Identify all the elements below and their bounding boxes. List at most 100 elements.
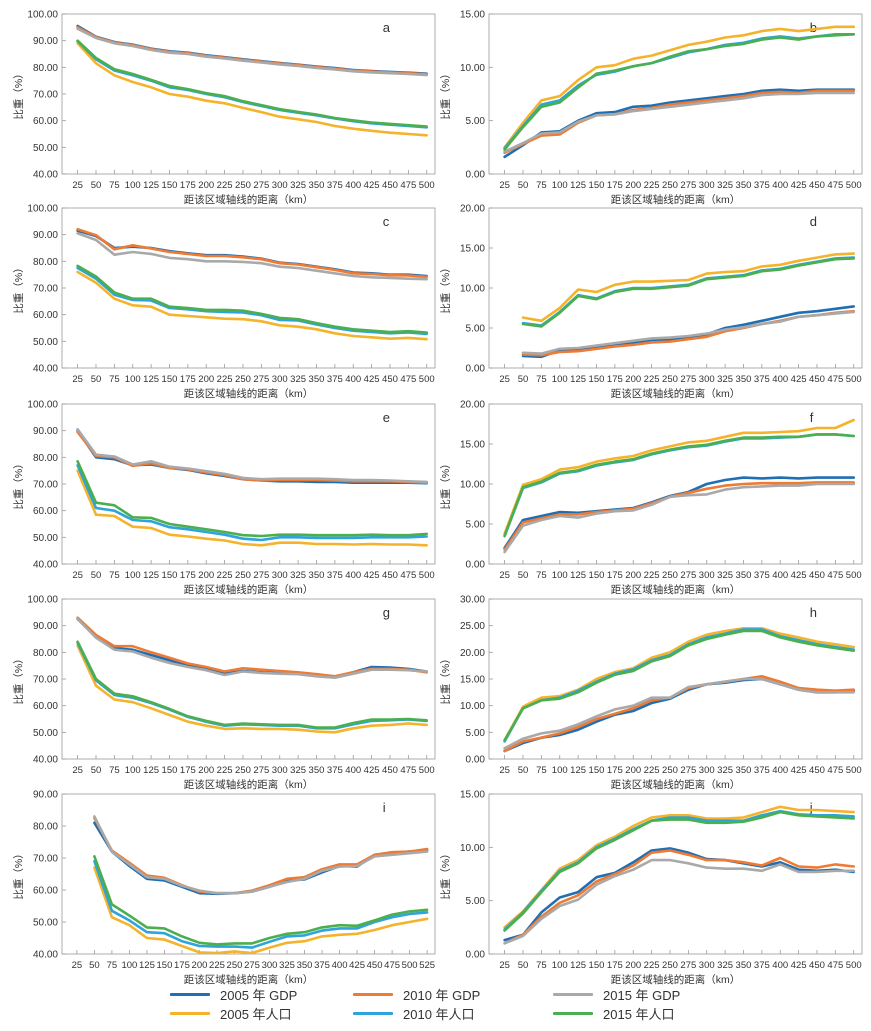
- plot-frame: [61, 13, 436, 175]
- x-tick-label: 75: [536, 960, 547, 971]
- series-line: [93, 815, 429, 895]
- x-tick-label: 450: [382, 570, 398, 581]
- x-tick-label: 175: [180, 570, 196, 581]
- x-tick-label: 500: [846, 180, 862, 191]
- legend-label: 2010 年 GDP: [403, 988, 481, 1003]
- y-tick-label: 5.00: [466, 116, 486, 127]
- x-tick-label: 100: [552, 374, 568, 385]
- y-axis-title: 比重（%）: [439, 458, 452, 509]
- x-tick-label: 400: [345, 765, 361, 776]
- series-line: [76, 459, 429, 538]
- x-tick-label: 75: [536, 765, 547, 776]
- y-axis-title: 比重（%）: [439, 653, 452, 704]
- x-tick-label: 75: [536, 180, 547, 191]
- x-tick-label: 325: [717, 180, 733, 191]
- y-tick-label: 15.00: [460, 790, 485, 801]
- y-tick-label: 80.00: [33, 63, 58, 74]
- x-tick-label: 200: [625, 960, 641, 971]
- legend-label: 2015 年人口: [603, 1007, 675, 1022]
- series-line: [503, 858, 856, 945]
- x-tick-label: 25: [72, 374, 83, 385]
- panel-letter: b: [810, 20, 817, 35]
- x-tick-label: 100: [125, 765, 141, 776]
- x-tick-label: 25: [499, 374, 510, 385]
- x-tick-label: 500: [846, 374, 862, 385]
- x-tick-label: 475: [400, 180, 416, 191]
- x-tick-label: 425: [364, 374, 380, 385]
- y-axis-title: 比重（%）: [439, 68, 452, 119]
- x-tick-label: 250: [235, 570, 251, 581]
- y-axis-title: 比重（%）: [12, 848, 25, 899]
- x-tick-label: 125: [570, 570, 586, 581]
- x-tick-label: 150: [589, 765, 605, 776]
- x-tick-label: 250: [662, 765, 678, 776]
- y-axis-title: 比重（%）: [12, 262, 25, 313]
- x-tick-label: 250: [235, 180, 251, 191]
- x-tick-label: 250: [235, 374, 251, 385]
- series-line: [76, 41, 429, 137]
- x-tick-label: 400: [772, 374, 788, 385]
- legend-item: 2010 年人口: [353, 1004, 475, 1023]
- x-tick-label: 50: [89, 960, 100, 971]
- y-axis-title: 比重（%）: [439, 262, 452, 313]
- series-line: [76, 430, 429, 485]
- x-tick-label: 475: [400, 374, 416, 385]
- x-tick-label: 100: [125, 374, 141, 385]
- panel-e: 40.00 50.00 60.00 70.00 80.00 90.00 100.00 25 50…: [12, 400, 436, 596]
- series-line: [76, 617, 429, 680]
- x-tick-label: 400: [345, 180, 361, 191]
- x-tick-label: 175: [607, 374, 623, 385]
- x-tick-label: 25: [499, 570, 510, 581]
- panel-letter: f: [810, 410, 814, 425]
- series-line: [503, 677, 856, 750]
- panel-letter: a: [383, 20, 391, 35]
- x-tick-label: 25: [72, 960, 83, 971]
- series-line: [76, 266, 429, 336]
- x-tick-label: 350: [309, 374, 325, 385]
- x-tick-label: 475: [384, 960, 400, 971]
- x-tick-label: 275: [680, 570, 696, 581]
- legend-swatch: [553, 993, 593, 996]
- x-tick-label: 200: [625, 180, 641, 191]
- y-axis-title: 比重（%）: [12, 653, 25, 704]
- x-tick-label: 50: [518, 765, 529, 776]
- x-tick-label: 225: [644, 765, 660, 776]
- y-tick-label: 80.00: [33, 453, 58, 464]
- x-tick-label: 425: [791, 180, 807, 191]
- y-tick-label: 60.00: [33, 886, 58, 897]
- series-line: [76, 25, 429, 76]
- x-axis-title: 距该区域轴线的距离（km）: [184, 973, 314, 986]
- x-tick-label: 500: [419, 180, 435, 191]
- x-tick-label: 450: [367, 960, 383, 971]
- x-tick-label: 275: [253, 765, 269, 776]
- x-tick-label: 150: [162, 570, 178, 581]
- legend-label: 2010 年人口: [403, 1007, 475, 1022]
- panel-d: 0.00 5.00 10.00 15.00 20.00 25 50 75 100 125 150 17…: [439, 204, 863, 400]
- y-tick-label: 70.00: [33, 284, 58, 295]
- x-tick-label: 425: [791, 374, 807, 385]
- y-tick-label: 5.00: [466, 324, 486, 335]
- y-tick-label: 0.00: [466, 755, 486, 766]
- panel-a: 40.00 50.00 60.00 70.00 80.00 90.00 100.00 25 50…: [12, 10, 436, 206]
- panel-g: 40.00 50.00 60.00 70.00 80.00 90.00 100.00 25 50…: [12, 595, 436, 791]
- x-tick-label: 475: [827, 765, 843, 776]
- x-tick-label: 350: [736, 570, 752, 581]
- series-line: [503, 418, 856, 535]
- x-tick-label: 450: [809, 570, 825, 581]
- x-tick-label: 25: [499, 960, 510, 971]
- x-tick-label: 100: [121, 960, 137, 971]
- series-line: [503, 32, 856, 151]
- x-tick-label: 400: [772, 960, 788, 971]
- x-tick-label: 225: [217, 180, 233, 191]
- x-tick-label: 250: [227, 960, 243, 971]
- x-tick-label: 450: [382, 765, 398, 776]
- x-tick-label: 125: [143, 374, 159, 385]
- y-tick-label: 10.00: [460, 480, 485, 491]
- series-line: [76, 270, 429, 341]
- x-tick-label: 250: [662, 374, 678, 385]
- x-tick-label: 125: [143, 570, 159, 581]
- x-tick-label: 325: [290, 570, 306, 581]
- series-line: [76, 644, 429, 734]
- y-tick-label: 40.00: [33, 755, 58, 766]
